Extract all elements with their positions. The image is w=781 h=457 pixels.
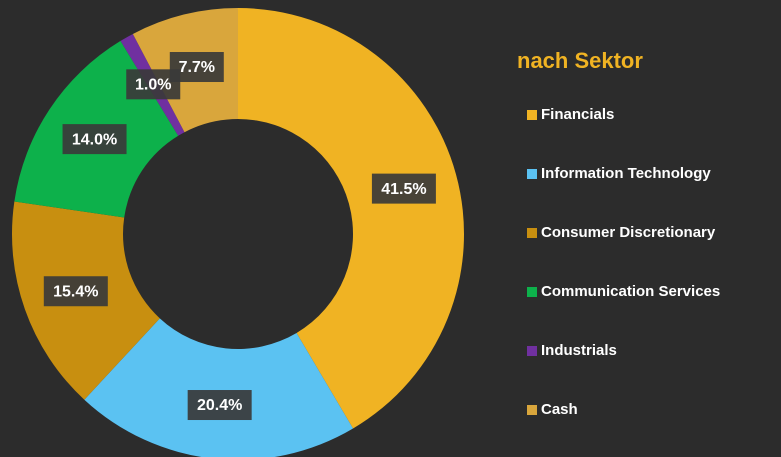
legend-label: Communication Services bbox=[541, 283, 720, 300]
data-label-box bbox=[371, 173, 436, 204]
data-label: 14.0% bbox=[72, 131, 117, 148]
donut-slice bbox=[238, 8, 465, 429]
data-label-box bbox=[62, 124, 127, 155]
data-label: 15.4% bbox=[53, 283, 98, 300]
legend-swatch bbox=[527, 228, 537, 238]
legend-label: Consumer Discretionary bbox=[541, 224, 716, 241]
data-label: 7.7% bbox=[179, 59, 215, 76]
data-label-box bbox=[43, 276, 108, 307]
data-label-box bbox=[169, 52, 224, 83]
legend-swatch bbox=[527, 287, 537, 297]
legend-label: Industrials bbox=[541, 342, 617, 359]
legend-swatch bbox=[527, 405, 537, 415]
legend-swatch bbox=[527, 169, 537, 179]
donut-slice bbox=[84, 318, 354, 457]
legend-swatch bbox=[527, 110, 537, 120]
legend-label: Cash bbox=[541, 401, 578, 418]
data-label: 41.5% bbox=[381, 181, 426, 198]
legend-label: Financials bbox=[541, 106, 614, 123]
legend-swatch bbox=[527, 346, 537, 356]
legend-label: Information Technology bbox=[541, 165, 711, 182]
data-label-box bbox=[187, 390, 252, 421]
data-label: 20.4% bbox=[197, 397, 242, 414]
chart-title: nach Sektor bbox=[517, 48, 643, 73]
data-label: 1.0% bbox=[135, 77, 171, 94]
